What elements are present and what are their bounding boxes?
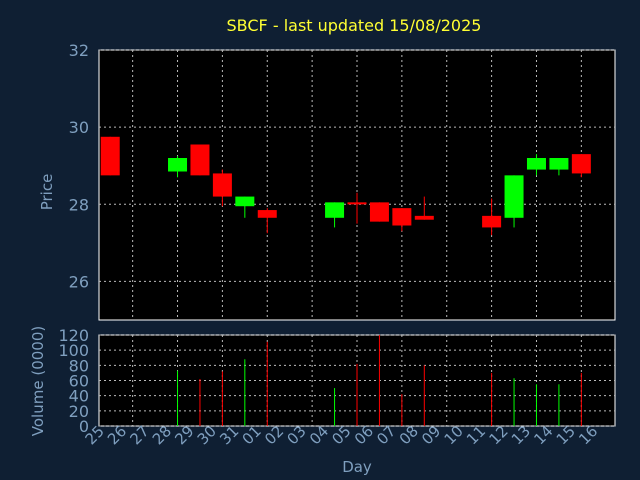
candle-body	[526, 158, 546, 170]
candle-body	[571, 154, 591, 174]
day-axis-label: Day	[342, 458, 372, 476]
volume-tick-label: 0	[79, 417, 89, 436]
price-tick-label: 26	[69, 272, 89, 291]
candle-body	[347, 202, 367, 205]
price-tick-label: 32	[69, 41, 89, 60]
volume-tick-label: 60	[69, 372, 89, 391]
volume-tick-label: 20	[69, 402, 89, 421]
candle-body	[414, 215, 434, 220]
candle-body	[100, 136, 120, 176]
volume-tick-label: 120	[58, 326, 89, 345]
volume-tick-label: 100	[58, 341, 89, 360]
candle-body	[235, 196, 255, 207]
price-tick-label: 28	[69, 195, 89, 214]
candle-body	[504, 175, 524, 218]
candle-body	[482, 215, 502, 228]
candle-body	[212, 173, 232, 197]
candle-body	[190, 144, 210, 176]
volume-tick-label: 80	[69, 356, 89, 375]
volume-tick-label: 40	[69, 387, 89, 406]
candle-body	[325, 202, 345, 218]
candle-body	[549, 158, 569, 170]
volume-axis-label: Volume (0000)	[29, 326, 47, 436]
chart-title: SBCF - last updated 15/08/2025	[227, 16, 482, 35]
candle-body	[392, 208, 412, 226]
candle-body	[168, 158, 188, 172]
price-axis-label: Price	[38, 174, 56, 211]
price-tick-label: 30	[69, 118, 89, 137]
candle-body	[369, 202, 389, 222]
candle-body	[257, 210, 277, 218]
